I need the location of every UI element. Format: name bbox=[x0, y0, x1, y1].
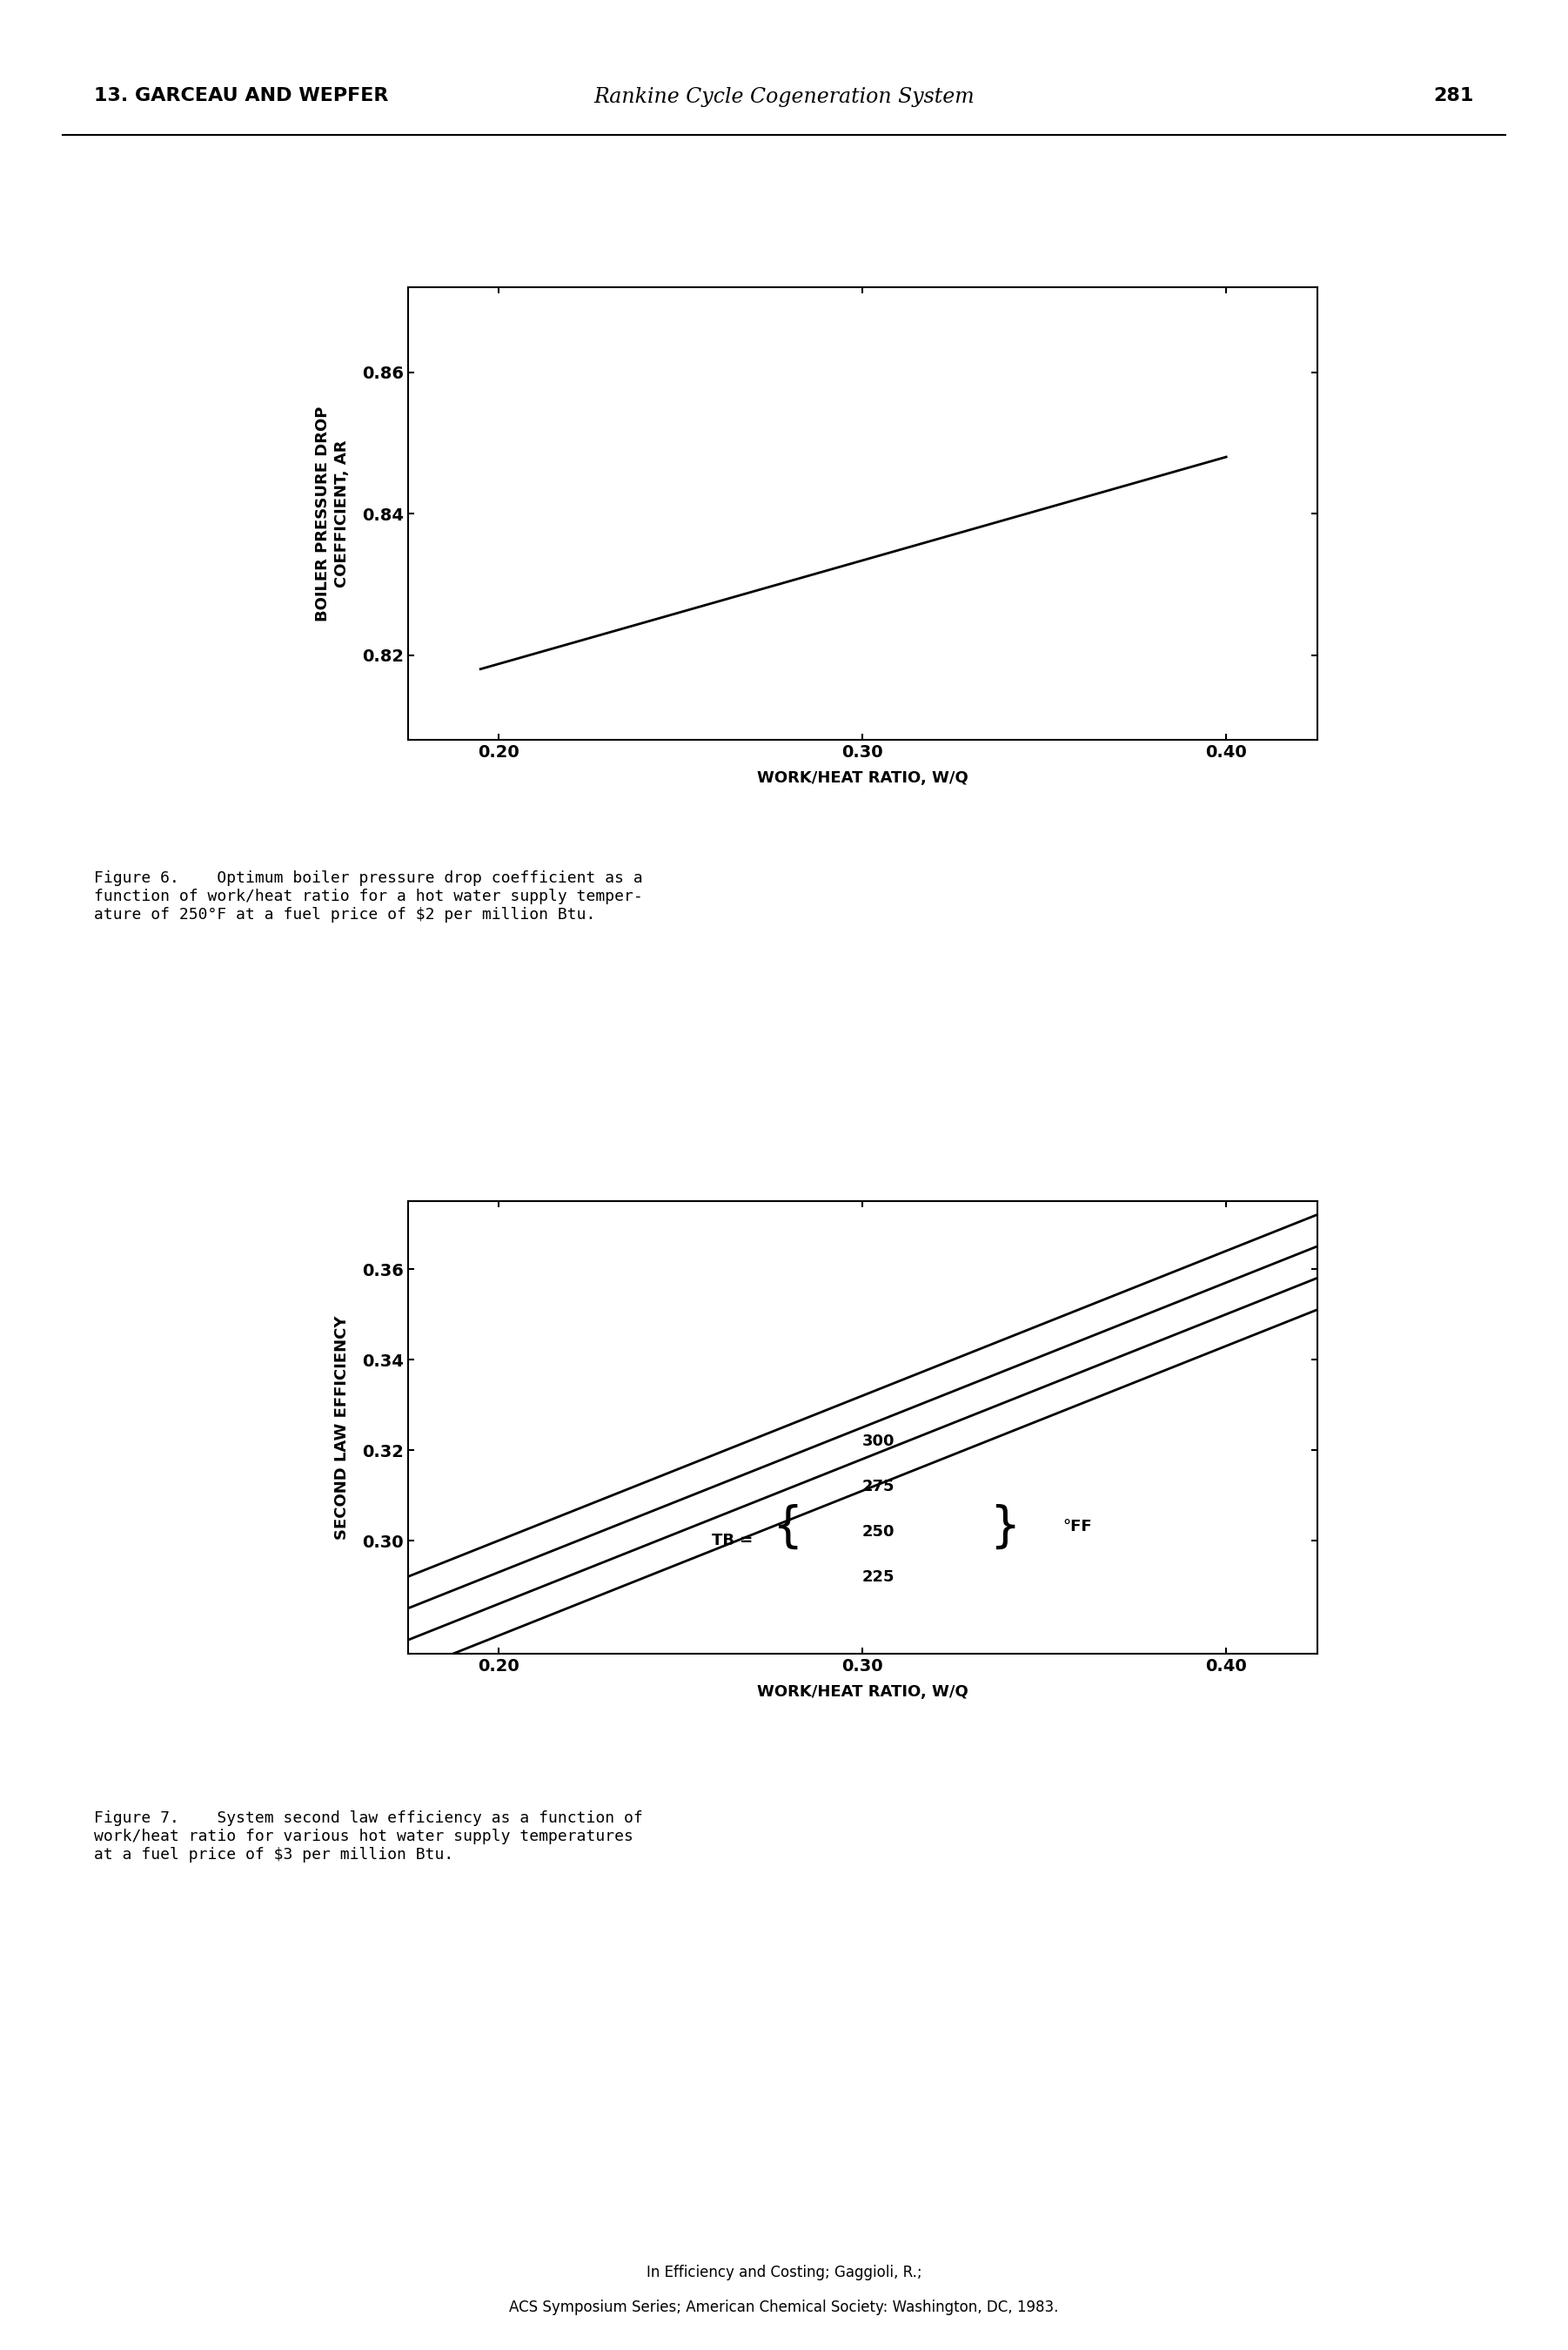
Text: In Efficiency and Costing; Gaggioli, R.;: In Efficiency and Costing; Gaggioli, R.; bbox=[646, 2265, 922, 2279]
Text: Figure 6.    Optimum boiler pressure drop coefficient as a
function of work/heat: Figure 6. Optimum boiler pressure drop c… bbox=[94, 870, 643, 921]
Text: 281: 281 bbox=[1433, 87, 1474, 103]
Y-axis label: BOILER PRESSURE DROP
COEFFICIENT, AR: BOILER PRESSURE DROP COEFFICIENT, AR bbox=[315, 407, 350, 620]
Text: 13. GARCEAU AND WEPFER: 13. GARCEAU AND WEPFER bbox=[94, 87, 389, 103]
Text: }: } bbox=[989, 1504, 1021, 1551]
Text: ACS Symposium Series; American Chemical Society: Washington, DC, 1983.: ACS Symposium Series; American Chemical … bbox=[510, 2301, 1058, 2315]
Text: 225: 225 bbox=[862, 1570, 895, 1584]
Text: Rankine Cycle Cogeneration System: Rankine Cycle Cogeneration System bbox=[594, 87, 974, 108]
Text: {: { bbox=[771, 1504, 803, 1551]
Y-axis label: SECOND LAW EFFICIENCY: SECOND LAW EFFICIENCY bbox=[334, 1316, 350, 1539]
Text: TB =: TB = bbox=[712, 1532, 753, 1549]
Text: Figure 7.    System second law efficiency as a function of
work/heat ratio for v: Figure 7. System second law efficiency a… bbox=[94, 1810, 643, 1861]
Text: °FF: °FF bbox=[1063, 1518, 1091, 1535]
Text: 250: 250 bbox=[862, 1523, 895, 1539]
Text: 300: 300 bbox=[862, 1434, 895, 1450]
X-axis label: WORK/HEAT RATIO, W/Q: WORK/HEAT RATIO, W/Q bbox=[757, 1685, 967, 1699]
X-axis label: WORK/HEAT RATIO, W/Q: WORK/HEAT RATIO, W/Q bbox=[757, 771, 967, 785]
Text: 275: 275 bbox=[862, 1478, 895, 1495]
